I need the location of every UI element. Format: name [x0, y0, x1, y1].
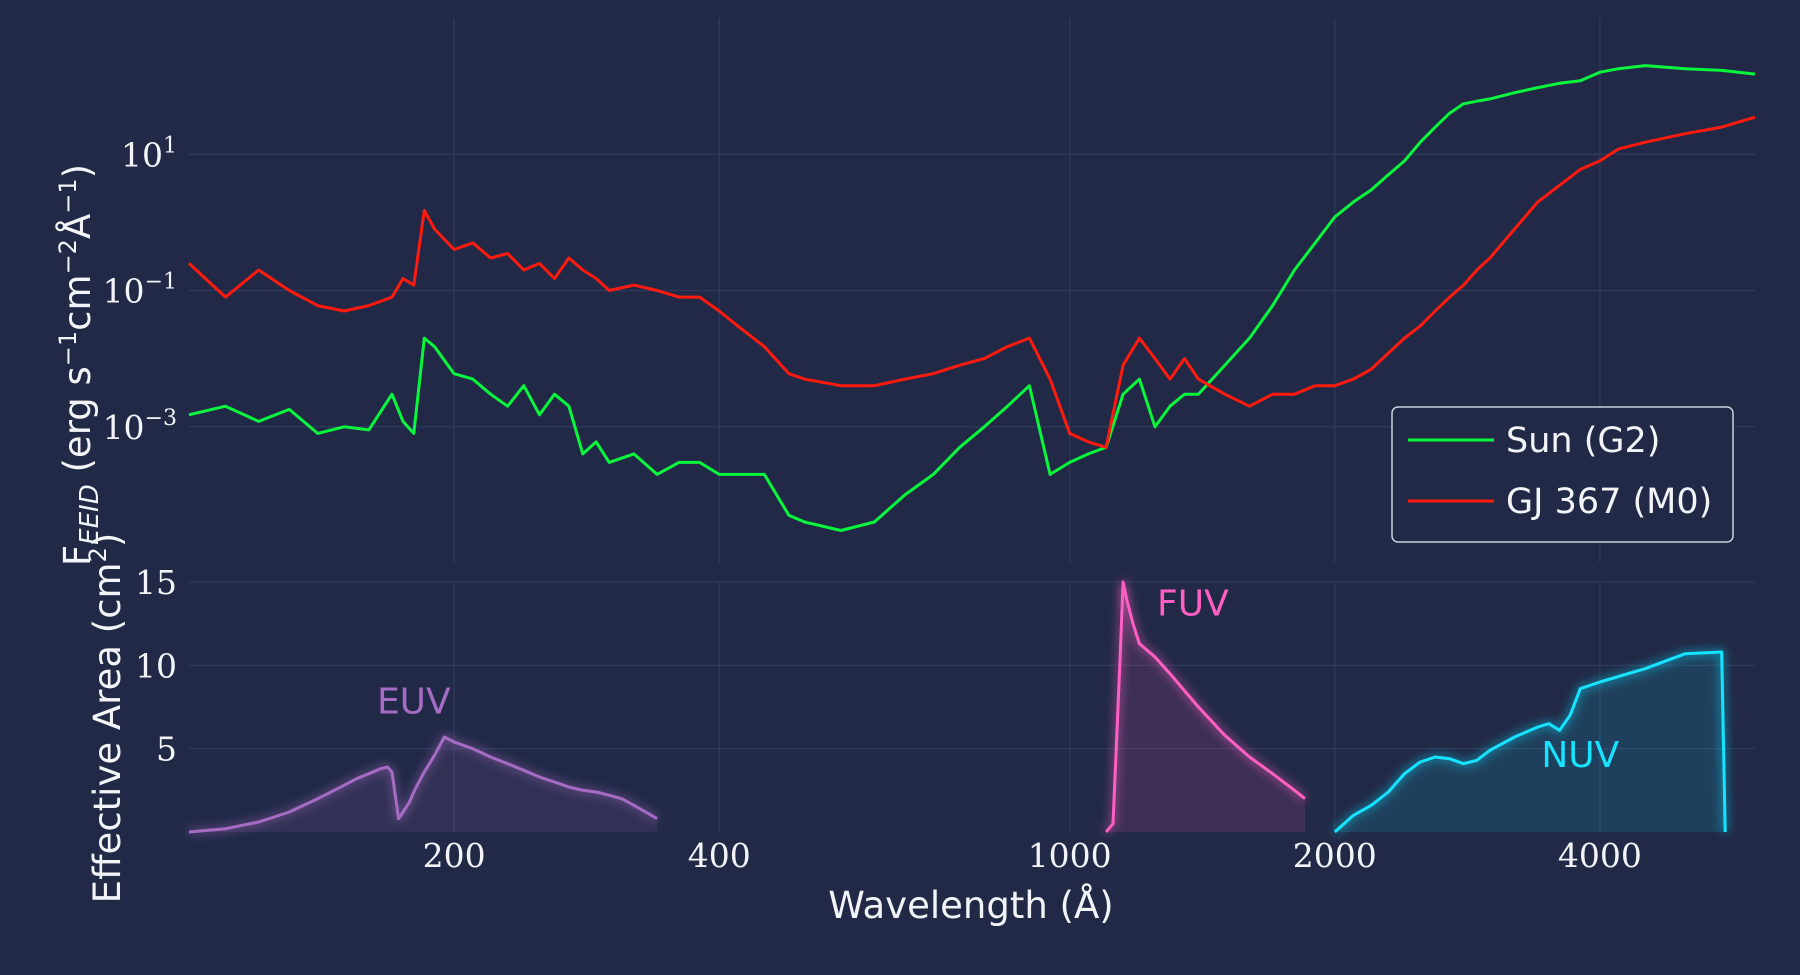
x-axis-label: Wavelength (Å): [828, 883, 1113, 927]
band-labels: EUV FUV NUV: [377, 583, 1620, 776]
x-tick-label-2: 1000: [1028, 836, 1112, 875]
top-y-tick-label-0: 101: [121, 133, 177, 174]
x-tick-label-3: 2000: [1293, 836, 1377, 875]
area-line-euv: [188, 735, 658, 834]
top-y-tick-label-1: 10−1: [103, 270, 177, 311]
band-label-nuv: NUV: [1541, 735, 1619, 776]
area-fill-euv: [189, 737, 658, 832]
bottom-y-tick-label-2: 15: [135, 563, 177, 602]
series-line-sun-g2: [188, 64, 1756, 532]
area-fill-nuv: [1334, 652, 1726, 832]
bottom-panel-series: [188, 580, 1727, 834]
top-y-axis-label: FEEID (erg s−1cm−2Å−1): [54, 164, 105, 566]
bottom-y-axis-label: Effective Area (cm2): [84, 533, 129, 904]
bottom-y-tick-label-0: 5: [156, 730, 177, 769]
legend-label-gj367: GJ 367 (M0): [1506, 482, 1712, 522]
legend-label-sun: Sun (G2): [1506, 421, 1660, 461]
series-line-gj-367-m0: [187, 115, 1756, 449]
x-tick-label-4: 4000: [1558, 836, 1642, 875]
axis-ticks: 200 400 1000 2000 4000 5 10 15 101 10−1 10−3: [103, 133, 1642, 875]
legend: Sun (G2) GJ 367 (M0): [1391, 406, 1734, 543]
x-tick-label-1: 400: [688, 836, 751, 875]
band-label-fuv: FUV: [1157, 583, 1229, 624]
bottom-y-tick-label-1: 10: [135, 646, 177, 685]
area-line-fuv: [1104, 580, 1306, 833]
x-tick-label-0: 200: [423, 836, 486, 875]
band-label-euv: EUV: [377, 681, 451, 722]
area-fill-fuv: [1106, 582, 1305, 832]
area-line-nuv: [1333, 650, 1727, 834]
top-panel-series: [187, 64, 1756, 532]
top-y-tick-label-2: 10−3: [103, 406, 177, 447]
